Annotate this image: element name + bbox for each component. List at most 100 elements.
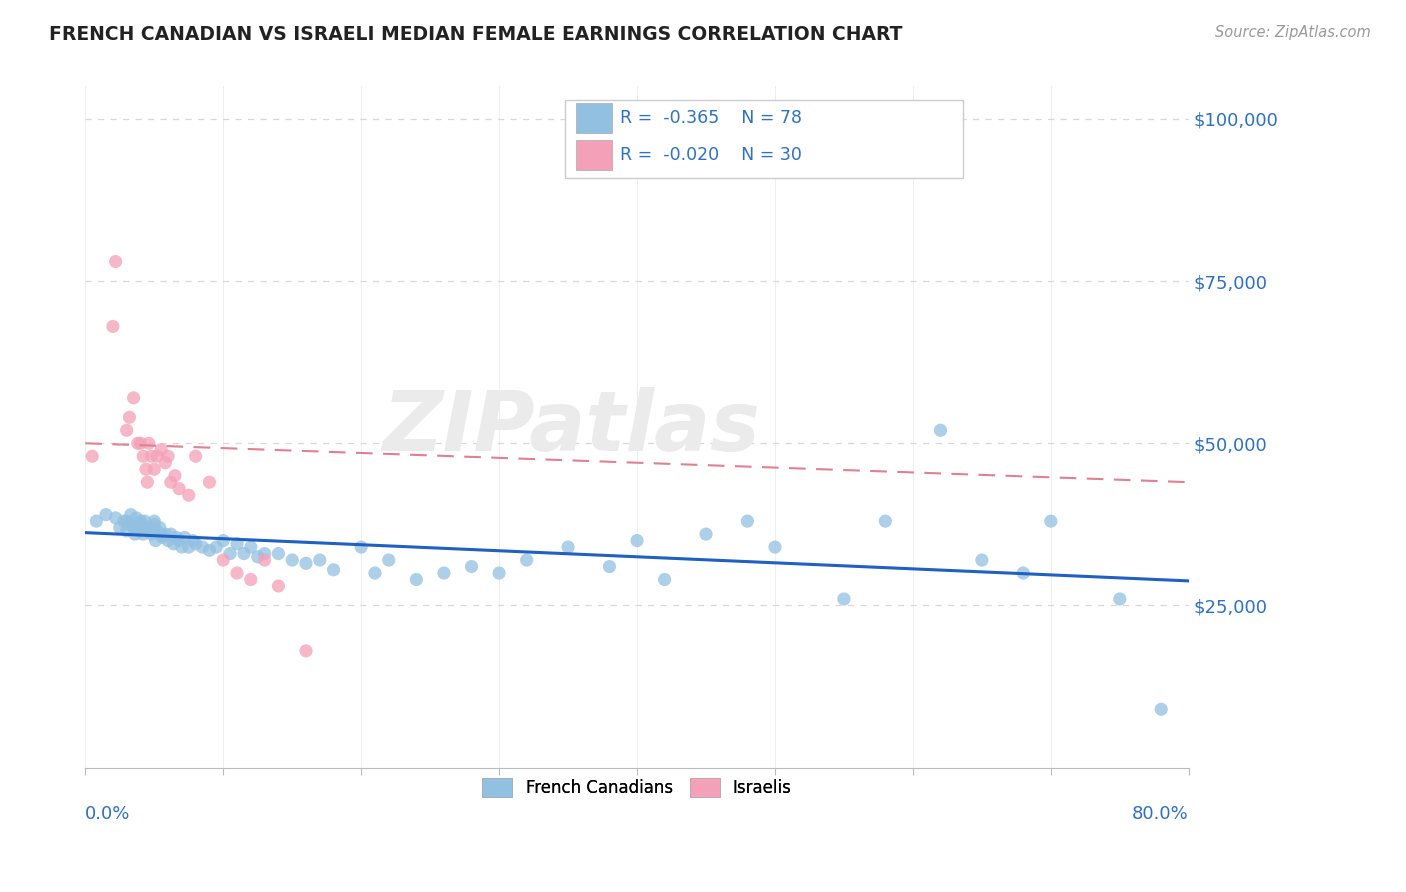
Point — [118, 517, 141, 532]
Point — [82, 449, 104, 463]
Point — [167, 482, 190, 496]
Point — [104, 254, 127, 268]
Point — [86, 514, 108, 528]
Point — [165, 530, 187, 544]
Point — [157, 533, 180, 548]
Point — [322, 563, 344, 577]
Point — [150, 527, 173, 541]
Point — [138, 524, 160, 538]
Point — [120, 508, 142, 522]
Point — [516, 553, 538, 567]
Text: 0.0%: 0.0% — [86, 805, 131, 823]
Point — [115, 514, 138, 528]
Point — [122, 391, 145, 405]
Point — [163, 468, 186, 483]
Point — [253, 553, 276, 567]
FancyBboxPatch shape — [576, 139, 612, 169]
Point — [170, 540, 193, 554]
Point — [184, 537, 207, 551]
Point — [598, 559, 620, 574]
Point — [115, 524, 138, 538]
Point — [239, 573, 262, 587]
Point — [134, 514, 156, 528]
Point — [1012, 566, 1035, 580]
Point — [118, 410, 141, 425]
Point — [167, 533, 190, 548]
Point — [101, 319, 124, 334]
Point — [488, 566, 510, 580]
Point — [1039, 514, 1062, 528]
Point — [350, 540, 373, 554]
Legend: French Canadians, Israelis: French Canadians, Israelis — [475, 771, 799, 804]
Point — [159, 527, 181, 541]
Text: FRENCH CANADIAN VS ISRAELI MEDIAN FEMALE EARNINGS CORRELATION CHART: FRENCH CANADIAN VS ISRAELI MEDIAN FEMALE… — [49, 25, 903, 44]
Point — [132, 527, 155, 541]
Point — [155, 527, 177, 541]
Point — [127, 436, 149, 450]
Point — [232, 547, 254, 561]
Point — [295, 557, 318, 571]
Point — [141, 449, 163, 463]
Point — [970, 553, 993, 567]
Point — [129, 436, 152, 450]
Point — [149, 520, 172, 534]
Point — [212, 553, 235, 567]
Point — [433, 566, 456, 580]
Point — [557, 540, 579, 554]
Point — [177, 540, 200, 554]
Point — [115, 423, 138, 437]
Point — [212, 533, 235, 548]
Point — [246, 549, 269, 564]
Point — [239, 540, 262, 554]
Point — [181, 533, 204, 548]
Point — [124, 527, 146, 541]
Point — [136, 520, 159, 534]
Point — [152, 530, 174, 544]
Point — [253, 547, 276, 561]
Point — [108, 520, 131, 534]
Text: R =  -0.365    N = 78: R = -0.365 N = 78 — [620, 109, 803, 127]
Point — [281, 553, 304, 567]
Point — [132, 449, 155, 463]
Point — [141, 527, 163, 541]
Point — [308, 553, 330, 567]
Point — [205, 540, 228, 554]
Point — [127, 520, 149, 534]
Point — [150, 442, 173, 457]
Point — [364, 566, 387, 580]
Point — [136, 475, 159, 490]
Point — [875, 514, 897, 528]
Point — [184, 449, 207, 463]
Text: ZIPatlas: ZIPatlas — [382, 386, 759, 467]
Text: R =  -0.020    N = 30: R = -0.020 N = 30 — [620, 145, 803, 163]
Point — [377, 553, 399, 567]
Point — [104, 511, 127, 525]
Point — [112, 514, 135, 528]
Point — [143, 462, 166, 476]
Point — [295, 644, 318, 658]
Point — [198, 475, 221, 490]
Point — [162, 537, 184, 551]
Point — [131, 517, 153, 532]
Point — [763, 540, 786, 554]
Point — [198, 543, 221, 558]
Point — [139, 520, 162, 534]
FancyBboxPatch shape — [576, 103, 612, 133]
Point — [138, 436, 160, 450]
Point — [191, 540, 214, 554]
Point — [177, 488, 200, 502]
Point — [267, 547, 290, 561]
Point — [125, 511, 148, 525]
Point — [929, 423, 952, 437]
Point — [626, 533, 648, 548]
Point — [129, 514, 152, 528]
Point — [155, 456, 177, 470]
Point — [695, 527, 717, 541]
Point — [737, 514, 759, 528]
Point — [94, 508, 117, 522]
Point — [460, 559, 482, 574]
Point — [654, 573, 676, 587]
Text: 80.0%: 80.0% — [1132, 805, 1189, 823]
Point — [832, 592, 855, 607]
Point — [219, 547, 242, 561]
